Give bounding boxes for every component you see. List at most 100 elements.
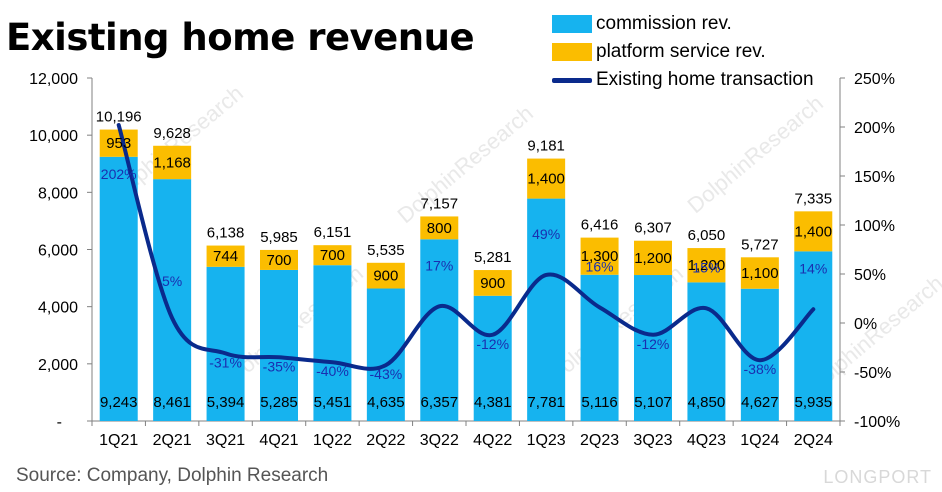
platform-value-label: 953: [106, 135, 131, 152]
bar-platform: [794, 211, 833, 252]
x-tick-label: 2Q21: [153, 432, 192, 449]
bar-platform: [366, 262, 405, 289]
bar-commission: [206, 266, 245, 421]
x-tick-label: 4Q22: [473, 432, 512, 449]
bar-platform: [99, 129, 138, 157]
total-label: 6,050: [688, 227, 726, 244]
total-label: 6,138: [207, 225, 245, 242]
platform-value-label: 1,168: [153, 154, 191, 171]
platform-value-label: 1,100: [741, 265, 779, 282]
commission-value-label: 6,357: [421, 394, 459, 411]
y-left-tick-label: 2,000: [38, 357, 78, 374]
bar-commission: [794, 251, 833, 421]
x-tick-label: 1Q23: [527, 432, 566, 449]
watermark-text: DolphinResearch: [393, 100, 538, 228]
legend-label-commission: commission rev.: [596, 13, 732, 34]
x-tick-label: 3Q22: [420, 432, 459, 449]
y-right-tick-label: 150%: [854, 169, 895, 186]
y-right-tick-label: 0%: [854, 316, 877, 333]
y-left-tick-label: 8,000: [38, 185, 78, 202]
transaction-pct-label: -40%: [316, 363, 349, 379]
commission-value-label: 7,781: [527, 394, 565, 411]
total-label: 5,985: [260, 229, 298, 246]
transaction-pct-label: 15%: [692, 259, 720, 275]
x-tick-label: 3Q23: [633, 432, 672, 449]
transaction-line: [116, 123, 816, 371]
x-tick-label: 1Q24: [740, 432, 779, 449]
x-tick-label: 1Q22: [313, 432, 352, 449]
line-layer: [116, 123, 816, 371]
bar-commission: [473, 295, 512, 421]
y-right-tick-label: 250%: [854, 71, 895, 88]
y-left-tick-label: 10,000: [29, 128, 78, 145]
transaction-pct-label: -31%: [209, 354, 242, 370]
transaction-pct-label: 49%: [532, 226, 560, 242]
bar-platform: [740, 257, 779, 289]
chart-title: Existing home revenue: [6, 16, 475, 59]
y-right-tick-label: -100%: [854, 414, 900, 431]
platform-value-label: 744: [213, 248, 238, 265]
total-label: 5,281: [474, 249, 512, 266]
y-right-tick-label: 200%: [854, 120, 895, 137]
bar-commission: [99, 156, 138, 421]
total-label: 10,196: [96, 109, 142, 126]
transaction-pct-label: 14%: [799, 260, 827, 276]
platform-value-label: 900: [480, 275, 505, 292]
transaction-pct-label: -43%: [370, 366, 403, 382]
total-label: 9,181: [527, 138, 565, 155]
commission-value-label: 8,461: [153, 394, 191, 411]
commission-value-label: 5,107: [634, 394, 672, 411]
bar-commission: [527, 198, 566, 421]
commission-value-label: 4,635: [367, 394, 405, 411]
bar-platform: [260, 249, 298, 270]
x-tick-label: 4Q23: [687, 432, 726, 449]
total-label: 6,151: [314, 224, 352, 241]
total-label: 5,535: [367, 242, 405, 259]
y-left-tick-label: 4,000: [38, 300, 78, 317]
commission-value-label: 4,381: [474, 394, 512, 411]
legend-swatch-commission: [552, 15, 592, 33]
axes-layer: - 2,000 4,000 6,000 8,000 10,000 12,000 -100% -5…: [29, 71, 900, 449]
watermark-brand: LONGPORT: [823, 467, 932, 487]
bar-platform: [634, 240, 672, 276]
platform-value-label: 1,400: [795, 223, 833, 240]
legend-item-transaction: Existing home transaction: [552, 66, 814, 94]
commission-value-label: 5,116: [581, 394, 617, 411]
platform-value-label: 1,300: [581, 248, 619, 265]
y-left-tick-label: -: [57, 414, 62, 431]
legend-item-platform: platform service rev.: [552, 38, 814, 66]
commission-value-label: 4,627: [741, 394, 779, 411]
platform-value-label: 1,200: [688, 257, 726, 274]
bar-commission: [313, 265, 352, 421]
bar-commission: [260, 269, 298, 421]
bar-platform: [206, 245, 245, 267]
total-label: 9,628: [153, 125, 191, 142]
total-label: 6,416: [581, 217, 619, 234]
bar-commission: [687, 282, 726, 421]
commission-value-label: 5,394: [207, 394, 245, 411]
legend-label-platform: platform service rev.: [596, 41, 766, 62]
source-note: Source: Company, Dolphin Research: [16, 465, 329, 486]
total-label: 7,335: [795, 190, 833, 207]
y-right-tick-label: 100%: [854, 218, 895, 235]
legend-swatch-transaction: [552, 77, 592, 83]
y-left-tick-label: 12,000: [29, 71, 78, 88]
transaction-pct-label: 5%: [162, 273, 182, 289]
bar-platform: [580, 237, 619, 275]
bar-platform: [313, 245, 352, 266]
platform-value-label: 800: [427, 220, 452, 237]
total-label: 7,157: [421, 195, 459, 212]
commission-value-label: 9,243: [100, 394, 138, 411]
x-tick-label: 4Q21: [259, 432, 298, 449]
legend-label-transaction: Existing home transaction: [596, 69, 814, 90]
transaction-pct-label: 202%: [101, 166, 137, 182]
bar-platform: [153, 145, 192, 180]
commission-value-label: 5,451: [314, 394, 352, 411]
bar-commission: [153, 179, 192, 421]
transaction-pct-label: -12%: [476, 336, 509, 352]
bar-platform: [687, 248, 726, 283]
y-left-tick-label: 6,000: [38, 243, 78, 260]
platform-value-label: 700: [320, 247, 345, 264]
x-tick-label: 2Q23: [580, 432, 619, 449]
y-right-tick-label: -50%: [854, 365, 891, 382]
